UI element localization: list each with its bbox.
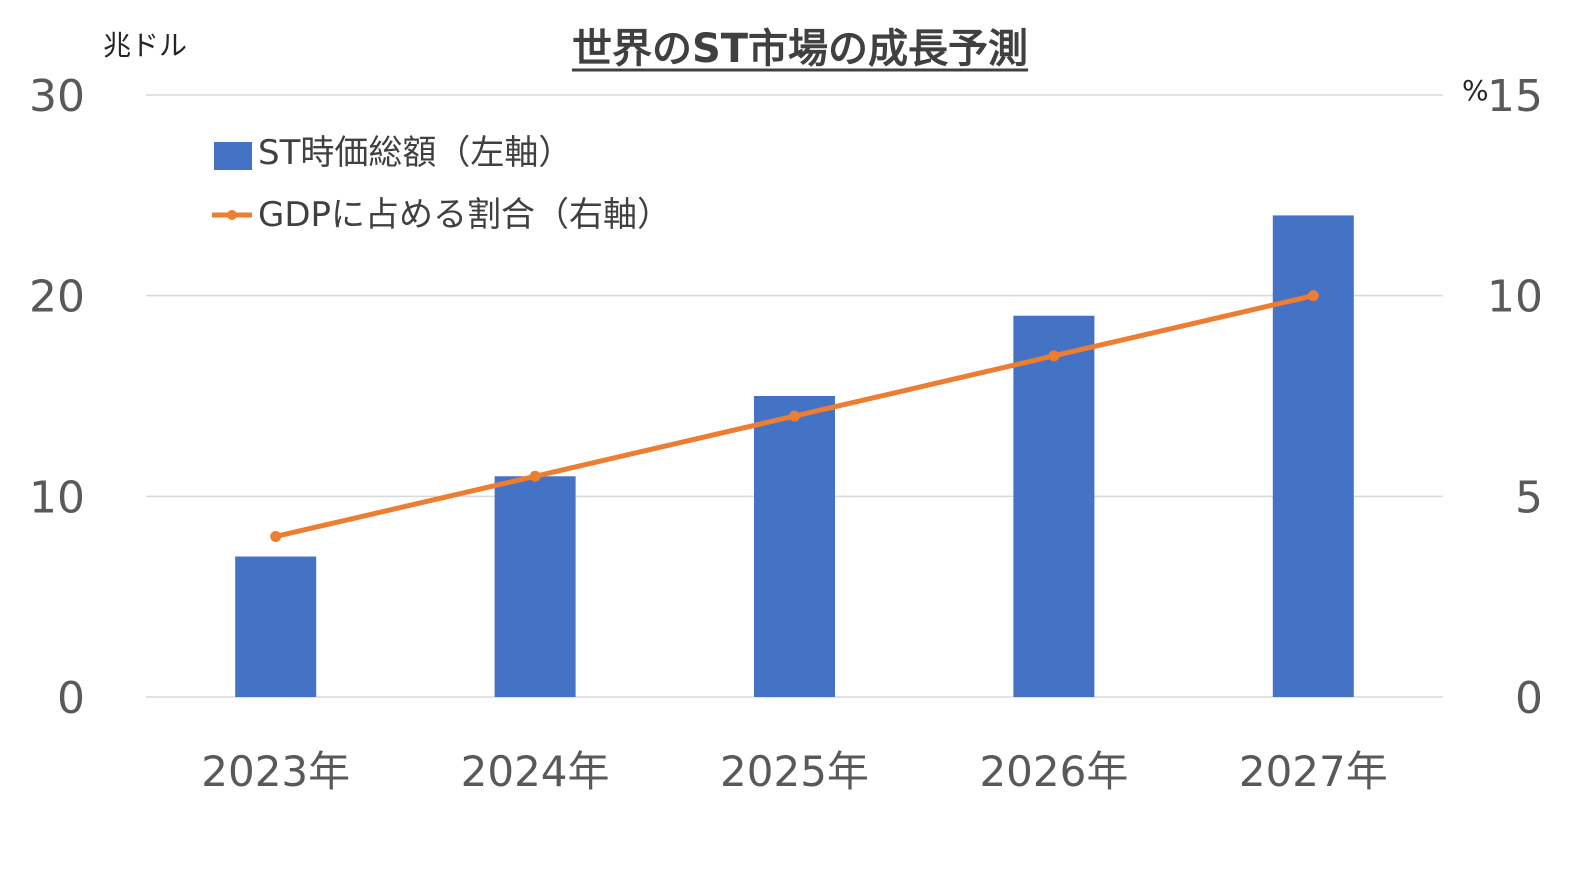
bar xyxy=(754,396,835,697)
bar xyxy=(1272,215,1354,697)
legend-line-marker xyxy=(227,210,237,220)
line-point xyxy=(1307,290,1319,302)
left-tick-label: 30 xyxy=(29,71,85,122)
right-tick-label: 15 xyxy=(1487,71,1543,122)
left-tick-label: 0 xyxy=(57,673,85,724)
left-axis-unit: 兆ドル xyxy=(103,29,187,62)
legend: ST時価総額（左軸） GDPに占める割合（右軸） xyxy=(212,133,671,235)
line-point xyxy=(1048,350,1060,362)
legend-bar-swatch xyxy=(214,142,252,170)
category-label: 2024年 xyxy=(461,747,610,796)
line-series xyxy=(270,290,1319,542)
right-tick-label: 5 xyxy=(1515,472,1543,523)
legend-bar-label: ST時価総額（左軸） xyxy=(258,133,572,173)
right-axis-ticks: 0 5 10 15 xyxy=(1487,71,1543,724)
right-axis-unit: % xyxy=(1462,74,1489,107)
left-tick-label: 10 xyxy=(29,472,85,523)
left-tick-label: 20 xyxy=(29,272,85,323)
bar-series xyxy=(235,215,1354,697)
line-point xyxy=(529,470,541,482)
category-label: 2023年 xyxy=(201,747,350,796)
category-label: 2026年 xyxy=(979,747,1128,796)
line-point xyxy=(789,410,800,422)
category-label: 2025年 xyxy=(720,747,869,796)
right-tick-label: 10 xyxy=(1487,272,1543,323)
category-label: 2027年 xyxy=(1239,747,1388,796)
bar xyxy=(1013,315,1095,697)
left-axis-ticks: 0 10 20 30 xyxy=(29,71,85,724)
bar xyxy=(494,476,576,697)
bar xyxy=(235,556,317,697)
right-tick-label: 0 xyxy=(1515,673,1543,724)
legend-line-label: GDPに占める割合（右軸） xyxy=(258,195,671,235)
line-point xyxy=(270,530,282,542)
category-labels: 2023年 2024年 2025年 2026年 2027年 xyxy=(201,747,1387,796)
chart-title: 世界のST市場の成長予測 xyxy=(572,26,1028,72)
